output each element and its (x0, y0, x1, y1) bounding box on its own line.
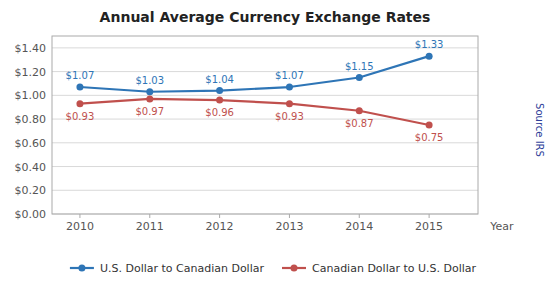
data-label: $1.15 (345, 61, 374, 72)
x-tick (289, 214, 290, 218)
plot-frame (52, 36, 478, 214)
data-label: $1.07 (275, 70, 304, 81)
x-tick (79, 214, 80, 218)
data-label: $0.75 (415, 132, 444, 143)
x-tick-label: 2015 (415, 220, 443, 233)
x-tick (429, 214, 430, 218)
x-tick-label: 2013 (275, 220, 303, 233)
point (356, 107, 363, 114)
data-label: $1.04 (205, 74, 234, 85)
legend-item: U.S. Dollar to Canadian Dollar (70, 262, 265, 275)
point (216, 87, 223, 94)
grid-line (52, 119, 478, 120)
data-label: $0.87 (345, 118, 374, 129)
point (426, 53, 433, 60)
point (356, 74, 363, 81)
data-label: $1.33 (415, 39, 444, 50)
title: Annual Average Currency Exchange Rates (100, 9, 431, 25)
x-tick-label: 2010 (66, 220, 94, 233)
grid-line (52, 190, 478, 191)
data-label: $0.96 (205, 107, 234, 118)
legend-item: Canadian Dollar to U.S. Dollar (282, 262, 477, 275)
y-tick-label: $0.00 (15, 208, 47, 221)
legend-marker (78, 265, 85, 272)
series-line (80, 56, 429, 92)
legend-label: U.S. Dollar to Canadian Dollar (100, 262, 265, 275)
legend-marker (291, 265, 298, 272)
data-label: $0.93 (275, 111, 304, 122)
y-tick-label: $0.20 (15, 184, 47, 197)
grid-line (52, 95, 478, 96)
y-tick-label: $0.60 (15, 137, 47, 150)
legend: U.S. Dollar to Canadian Dollar Canadian D… (70, 262, 477, 275)
data-label: $0.97 (135, 106, 164, 117)
point (286, 100, 293, 107)
x-tick-label: 2014 (345, 220, 373, 233)
point (286, 84, 293, 91)
y-tick-label: $1.20 (15, 66, 47, 79)
x-tick-label: 2012 (206, 220, 234, 233)
x-tick-label: 2011 (136, 220, 164, 233)
annotation: Source IRS (534, 103, 545, 157)
data-labels: $1.07 $1.03 $1.04 $1.07 $1.15 $1.33 $0.93 $0.97… (66, 39, 444, 143)
y-tick-label: $1.40 (15, 42, 47, 55)
point (76, 100, 83, 107)
x-tick (219, 214, 220, 218)
chart: Annual Average Currency Exchange Rates $0… (0, 0, 546, 290)
point (216, 97, 223, 104)
data-label: $0.93 (66, 111, 95, 122)
x-tick (359, 214, 360, 218)
x-axis-label: Year (489, 220, 514, 233)
data-label: $1.03 (135, 75, 164, 86)
grid-line (52, 166, 478, 167)
y-tick-label: $0.80 (15, 113, 47, 126)
y-tick-label: $0.40 (15, 161, 47, 174)
point (426, 122, 433, 129)
point (146, 95, 153, 102)
data-label: $1.07 (66, 70, 95, 81)
plot-area (76, 53, 432, 129)
grid (52, 48, 478, 214)
series-line (80, 99, 429, 125)
point (146, 88, 153, 95)
point (76, 84, 83, 91)
y-tick-label: $1.00 (15, 89, 47, 102)
grid-line (52, 71, 478, 72)
legend-label: Canadian Dollar to U.S. Dollar (312, 262, 477, 275)
x-tick (149, 214, 150, 218)
